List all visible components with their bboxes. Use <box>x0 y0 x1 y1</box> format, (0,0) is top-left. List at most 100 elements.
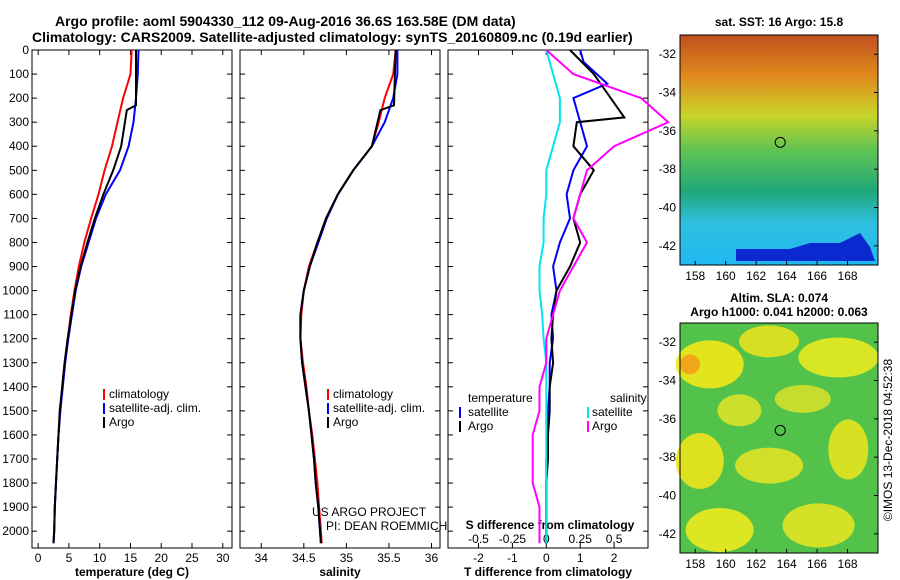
sla-anomaly <box>717 394 762 427</box>
lon-tick-label: 158 <box>685 557 705 571</box>
lat-tick-label: -38 <box>659 162 677 176</box>
top-x-axis-label: S difference from climatology <box>466 518 635 532</box>
figure-title-line2: Climatology: CARS2009. Satellite-adjuste… <box>32 29 633 45</box>
lat-tick-label: -34 <box>659 86 677 100</box>
figure-title-line1: Argo profile: aoml 5904330_112 09-Aug-20… <box>55 13 516 29</box>
float-location-marker <box>774 424 786 436</box>
top-x-tick-label: -0.5 <box>468 532 489 546</box>
depth-tick-label: 1400 <box>2 380 29 394</box>
depth-tick-label: 0 <box>22 43 29 57</box>
legend-entry: satellite-adj. clim. <box>333 401 425 415</box>
x-tick-label: 34.5 <box>292 551 316 565</box>
lon-tick-label: 160 <box>716 557 736 571</box>
series-line-salinity-2 <box>538 49 561 544</box>
lat-tick-label: -42 <box>659 527 677 541</box>
legend-entry: Argo <box>468 419 494 433</box>
sla-anomaly <box>675 433 724 489</box>
x-tick-label: 10 <box>93 551 107 565</box>
depth-tick-label: 1300 <box>2 356 29 370</box>
top-x-tick-label: 0.5 <box>606 532 623 546</box>
series-line-salinity-3 <box>531 49 671 544</box>
sla-anomaly <box>774 384 831 413</box>
top-x-tick-label: 0.25 <box>569 532 593 546</box>
map-title: sat. SST: 16 Argo: 15.8 <box>715 15 844 29</box>
map-subtitle: Argo h1000: 0.041 h2000: 0.063 <box>690 305 868 319</box>
lon-tick-label: 166 <box>807 269 827 283</box>
depth-tick-label: 200 <box>9 91 29 105</box>
x-axis-label: salinity <box>319 565 361 579</box>
lon-tick-label: 168 <box>838 269 858 283</box>
lon-tick-label: 164 <box>777 269 797 283</box>
lon-tick-label: 158 <box>685 269 705 283</box>
x-tick-label: 34 <box>255 551 269 565</box>
sla-anomaly <box>828 419 869 480</box>
imos-credit: ©IMOS 13-Dec-2018 04:52:38 <box>881 359 895 522</box>
lat-tick-label: -36 <box>659 124 677 138</box>
map-frame <box>679 34 879 266</box>
depth-tick-label: 300 <box>9 115 29 129</box>
sla-anomaly <box>685 508 754 552</box>
depth-tick-label: 1100 <box>3 308 29 322</box>
depth-tick-label: 700 <box>9 211 29 225</box>
depth-tick-label: 1600 <box>2 428 29 442</box>
lon-tick-label: 160 <box>716 269 736 283</box>
depth-tick-label: 1700 <box>2 452 29 466</box>
x-axis-label: temperature (deg C) <box>75 565 189 579</box>
lat-tick-label: -34 <box>659 374 677 388</box>
legend-entry: satellite-adj. clim. <box>109 401 201 415</box>
sst-field <box>680 35 878 265</box>
sla-anomaly <box>679 354 700 375</box>
depth-tick-label: 2000 <box>2 524 29 538</box>
x-tick-label: 2 <box>611 551 618 565</box>
map-sst_map: 158 160 162 164 166 168 -32 -34 -36 -38 -40 -42 sat.… <box>659 15 879 283</box>
depth-tick-label: 800 <box>9 235 29 249</box>
panel-salinity: 34 34.5 35 35.5 36 salinity climatologysatelli… <box>239 49 447 579</box>
x-tick-label: 15 <box>124 551 138 565</box>
sla-anomaly <box>739 325 800 358</box>
sla-anomaly <box>675 340 744 389</box>
lat-tick-label: -36 <box>659 412 677 426</box>
lat-tick-label: -40 <box>659 489 677 503</box>
lon-tick-label: 164 <box>777 557 797 571</box>
sla-anomaly <box>735 447 804 484</box>
map-title: Altim. SLA: 0.074 <box>730 291 828 305</box>
x-tick-label: 0 <box>35 551 42 565</box>
depth-tick-label: 400 <box>9 139 29 153</box>
lon-tick-label: 168 <box>838 557 858 571</box>
depth-tick-label: 500 <box>9 163 29 177</box>
x-tick-label: 20 <box>155 551 169 565</box>
x-tick-label: 0 <box>543 551 550 565</box>
pi-annotation: PI: DEAN ROEMMICH <box>326 519 447 533</box>
top-x-tick-label: -0.25 <box>499 532 527 546</box>
depth-tick-label: 1500 <box>2 404 29 418</box>
lon-tick-label: 162 <box>746 557 766 571</box>
lat-tick-label: -32 <box>659 47 677 61</box>
legend-title-salinity: salinity <box>610 391 647 405</box>
depth-tick-label: 1200 <box>2 332 29 346</box>
sla-anomaly <box>782 503 855 548</box>
x-tick-label: 35 <box>340 551 354 565</box>
lat-tick-label: -38 <box>659 450 677 464</box>
legend-entry: satellite <box>468 405 509 419</box>
x-tick-label: 35.5 <box>377 551 401 565</box>
lat-tick-label: -32 <box>659 335 677 349</box>
x-tick-label: 5 <box>66 551 73 565</box>
lat-tick-label: -40 <box>659 201 677 215</box>
sla-anomaly <box>798 337 879 378</box>
legend-entry: Argo <box>333 415 359 429</box>
x-tick-label: 36 <box>425 551 439 565</box>
plot-frame <box>447 49 649 549</box>
lat-tick-label: -42 <box>659 239 677 253</box>
depth-tick-label: 1000 <box>2 284 29 298</box>
x-tick-label: -2 <box>473 551 484 565</box>
panel-temperature: 0100200300400500600700800900100011001200… <box>2 43 233 579</box>
depth-tick-label: 1900 <box>2 500 29 514</box>
legend-entry: climatology <box>333 387 393 401</box>
lon-tick-label: 166 <box>807 557 827 571</box>
lon-tick-label: 162 <box>746 269 766 283</box>
x-tick-label: 1 <box>577 551 584 565</box>
legend-entry: Argo <box>592 419 618 433</box>
panel-difference: -2 -1 0 1 2-0.5 -0.25 0 0.25 0.5S difference fro… <box>447 49 671 579</box>
legend-entry: satellite <box>592 405 633 419</box>
